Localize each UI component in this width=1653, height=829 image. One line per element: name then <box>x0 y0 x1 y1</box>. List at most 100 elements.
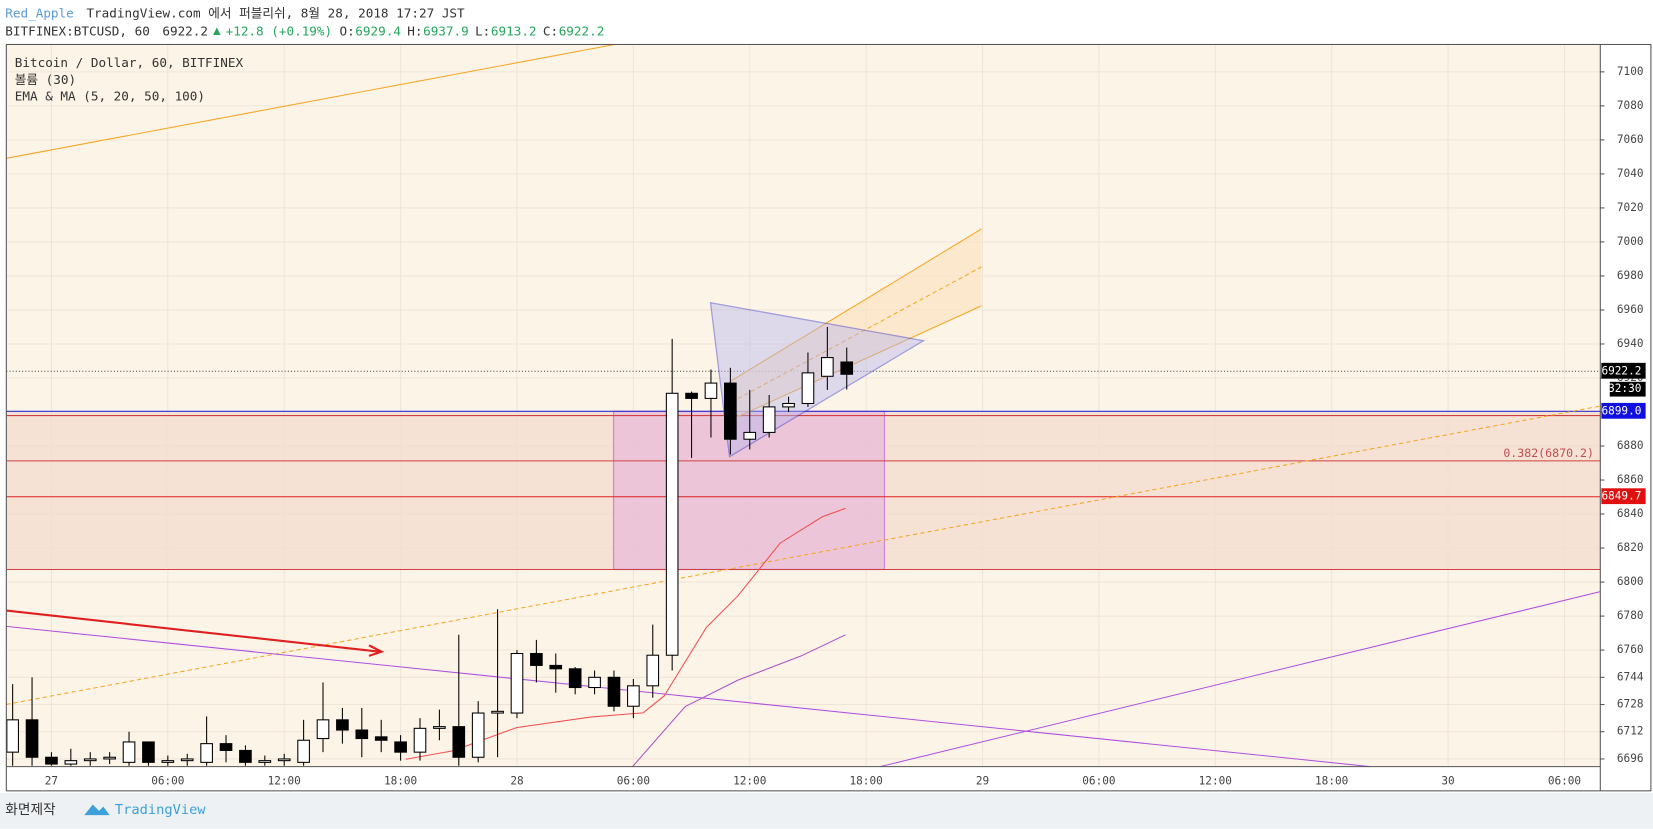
candle-body <box>6 719 19 753</box>
last-price-badge <box>1601 362 1646 379</box>
candle-body <box>646 654 660 687</box>
trend-line <box>880 591 1601 768</box>
candle-body <box>530 652 543 666</box>
last-price: 6922.2 <box>1601 364 1641 377</box>
candle-body <box>142 741 155 763</box>
candle-body <box>724 382 737 440</box>
candle-body <box>433 726 446 729</box>
x-tick-label: 28 <box>510 774 523 787</box>
candle-body <box>627 685 640 707</box>
candle-body <box>840 361 854 375</box>
arrow-head <box>368 644 385 657</box>
x-tick-label: 30 <box>1441 774 1454 787</box>
candle-body <box>355 729 369 740</box>
candle-body <box>277 758 291 762</box>
ohlc-label: C: <box>543 23 558 38</box>
x-tick-label: 18:00 <box>850 774 883 787</box>
candle-body <box>161 760 175 763</box>
candle-body <box>180 758 194 762</box>
legend-item: EMA & MA (5, 20, 50, 100) <box>15 89 205 104</box>
user: Red_Apple <box>5 5 74 20</box>
change: +12.8 (+0.19%) <box>226 23 333 38</box>
y-tick-label: 6712 <box>1617 725 1644 738</box>
ma-line <box>632 634 846 767</box>
x-tick-label: 12:00 <box>733 774 766 787</box>
candle-body <box>200 743 213 763</box>
made-with: 화면제작 <box>5 802 56 818</box>
blue-level-label: 6899.0 <box>1601 404 1641 417</box>
candle-body <box>704 382 718 399</box>
x-tick-label: 06:00 <box>1082 774 1115 787</box>
x-tick-label: 27 <box>45 774 58 787</box>
candle-body <box>297 739 310 763</box>
candle-body <box>239 749 252 763</box>
arrow: ▲ <box>213 22 221 37</box>
y-tick-label: 6800 <box>1617 575 1644 588</box>
x-tick-label: 12:00 <box>268 774 301 787</box>
candle-body <box>588 676 601 689</box>
fib-label: 0.382(6870.2) <box>1503 446 1594 460</box>
candle-body <box>665 392 679 656</box>
symbol: BITFINEX:BTCUSD, 60 <box>5 23 150 38</box>
candle-body <box>762 406 776 433</box>
red-level-label: 6849.7 <box>1601 490 1641 503</box>
footer-bar <box>0 792 1653 829</box>
candle-body <box>374 736 388 741</box>
candle-body <box>782 402 795 408</box>
legend-item: 볼륨 (30) <box>15 72 76 87</box>
y-tick-label: 6760 <box>1617 643 1644 656</box>
candle-body <box>336 719 349 731</box>
candle-body <box>685 392 698 399</box>
candle-body <box>549 664 563 670</box>
ema-line <box>405 507 846 760</box>
countdown-badge <box>1609 381 1646 397</box>
legend-item: Bitcoin / Dollar, 60, BITFINEX <box>15 55 244 70</box>
ohlc-label: O: <box>339 23 354 38</box>
y-tick-label: 6696 <box>1617 752 1644 765</box>
candle-body <box>568 668 582 689</box>
frame <box>5 43 1652 792</box>
candle-body <box>510 652 524 714</box>
y-tick-label: 6744 <box>1617 670 1644 683</box>
candle-body <box>64 760 78 765</box>
candles <box>6 326 854 766</box>
y-tick-label: 7040 <box>1617 167 1644 180</box>
y-tick-label: 6820 <box>1617 541 1644 554</box>
y-tick-label: 6780 <box>1617 609 1644 622</box>
candle-body <box>743 431 757 440</box>
ohlc-value: 6937.9 <box>423 23 469 38</box>
published: TradingView.com 에서 퍼블리쉬, 8월 28, 2018 17:… <box>86 5 465 20</box>
candle-body <box>607 676 621 707</box>
ohlc-label: H: <box>407 23 422 38</box>
y-tick-label: 7080 <box>1617 99 1644 112</box>
plot-area <box>6 44 1601 767</box>
brand[interactable]: TradingView <box>115 802 206 818</box>
candle-body <box>25 719 39 758</box>
blue-badge <box>1601 402 1646 419</box>
candle-body <box>45 756 58 765</box>
x-tick-label: 12:00 <box>1199 774 1232 787</box>
x-tick-label: 18:00 <box>384 774 417 787</box>
ohlc-label: L: <box>475 23 490 38</box>
x-tick-label: 06:00 <box>617 774 650 787</box>
candle-body <box>452 726 466 758</box>
channel-line <box>729 228 982 383</box>
y-tick-label: 7000 <box>1617 235 1644 248</box>
y-tick-label: 6860 <box>1617 473 1644 486</box>
y-tick-label: 7060 <box>1617 133 1644 146</box>
candle-body <box>491 710 504 714</box>
y-tick-label: 7020 <box>1617 201 1644 214</box>
candle-body <box>122 741 136 763</box>
channel-mid <box>737 266 982 400</box>
countdown: 32:30 <box>1608 382 1641 395</box>
ohlc: O: 6929.4 H: 6937.9 L: 6913.2 C: 6922.2 <box>339 23 604 38</box>
trend-line <box>6 625 1371 768</box>
x-tick-label: 29 <box>976 774 989 787</box>
last: 6922.2 <box>162 23 208 38</box>
trend-line <box>6 405 1601 705</box>
y-tick-label: 6840 <box>1617 507 1644 520</box>
candle-body <box>83 758 97 762</box>
red-badge <box>1601 488 1646 505</box>
y-tick-label: 6960 <box>1617 303 1644 316</box>
